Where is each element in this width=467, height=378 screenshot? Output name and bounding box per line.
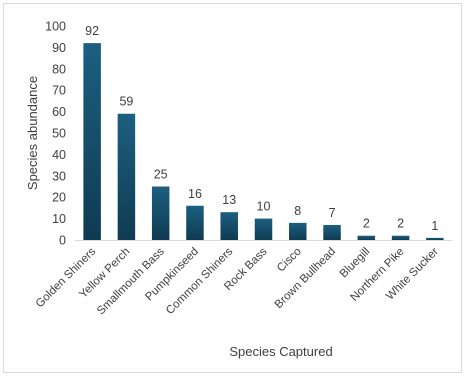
y-axis: 0 10 20 30 40 50 60 70 80 90 100 <box>45 20 66 248</box>
data-label: 8 <box>294 204 301 218</box>
x-tick-label: Cisco <box>275 246 304 275</box>
bar <box>186 205 204 240</box>
bar <box>117 113 136 240</box>
bar <box>391 235 410 240</box>
y-tick-label: 30 <box>52 169 66 183</box>
y-tick-label: 50 <box>52 127 66 141</box>
y-tick-label: 80 <box>52 62 66 76</box>
y-tick-label: 40 <box>52 148 66 162</box>
bar <box>357 235 376 240</box>
y-tick-label: 20 <box>52 191 66 205</box>
y-tick-label: 70 <box>52 84 66 98</box>
bar <box>289 222 307 240</box>
y-tick-label: 0 <box>59 234 66 248</box>
y-tick-label: 60 <box>52 105 66 119</box>
bar <box>323 225 341 240</box>
x-tick-label: Bluegill <box>338 246 373 281</box>
data-labels: 92 59 25 16 13 10 8 7 2 2 1 <box>85 24 438 233</box>
y-tick-label: 10 <box>52 212 66 226</box>
x-tick-label: Brown Bullhead <box>273 246 338 311</box>
data-label: 1 <box>431 219 438 233</box>
bar <box>83 43 101 241</box>
bar <box>426 237 444 240</box>
data-label: 2 <box>363 217 370 231</box>
x-axis-title: Species Captured <box>229 344 332 359</box>
bar <box>151 186 170 240</box>
chart-frame <box>3 3 462 373</box>
y-axis-title: Species abundance <box>25 76 40 190</box>
data-label: 92 <box>85 24 99 38</box>
data-label: 59 <box>119 95 133 109</box>
y-tick-label: 100 <box>45 20 66 34</box>
bar <box>220 212 238 240</box>
data-label: 2 <box>397 217 404 231</box>
bars <box>83 43 444 241</box>
bar <box>254 218 273 240</box>
data-label: 16 <box>188 187 202 201</box>
data-label: 10 <box>257 200 271 214</box>
x-tick-label: Golden Shiners <box>34 245 99 310</box>
data-label: 25 <box>154 168 168 182</box>
data-label: 13 <box>222 193 236 207</box>
y-tick-label: 90 <box>52 41 66 55</box>
data-label: 7 <box>329 206 336 220</box>
